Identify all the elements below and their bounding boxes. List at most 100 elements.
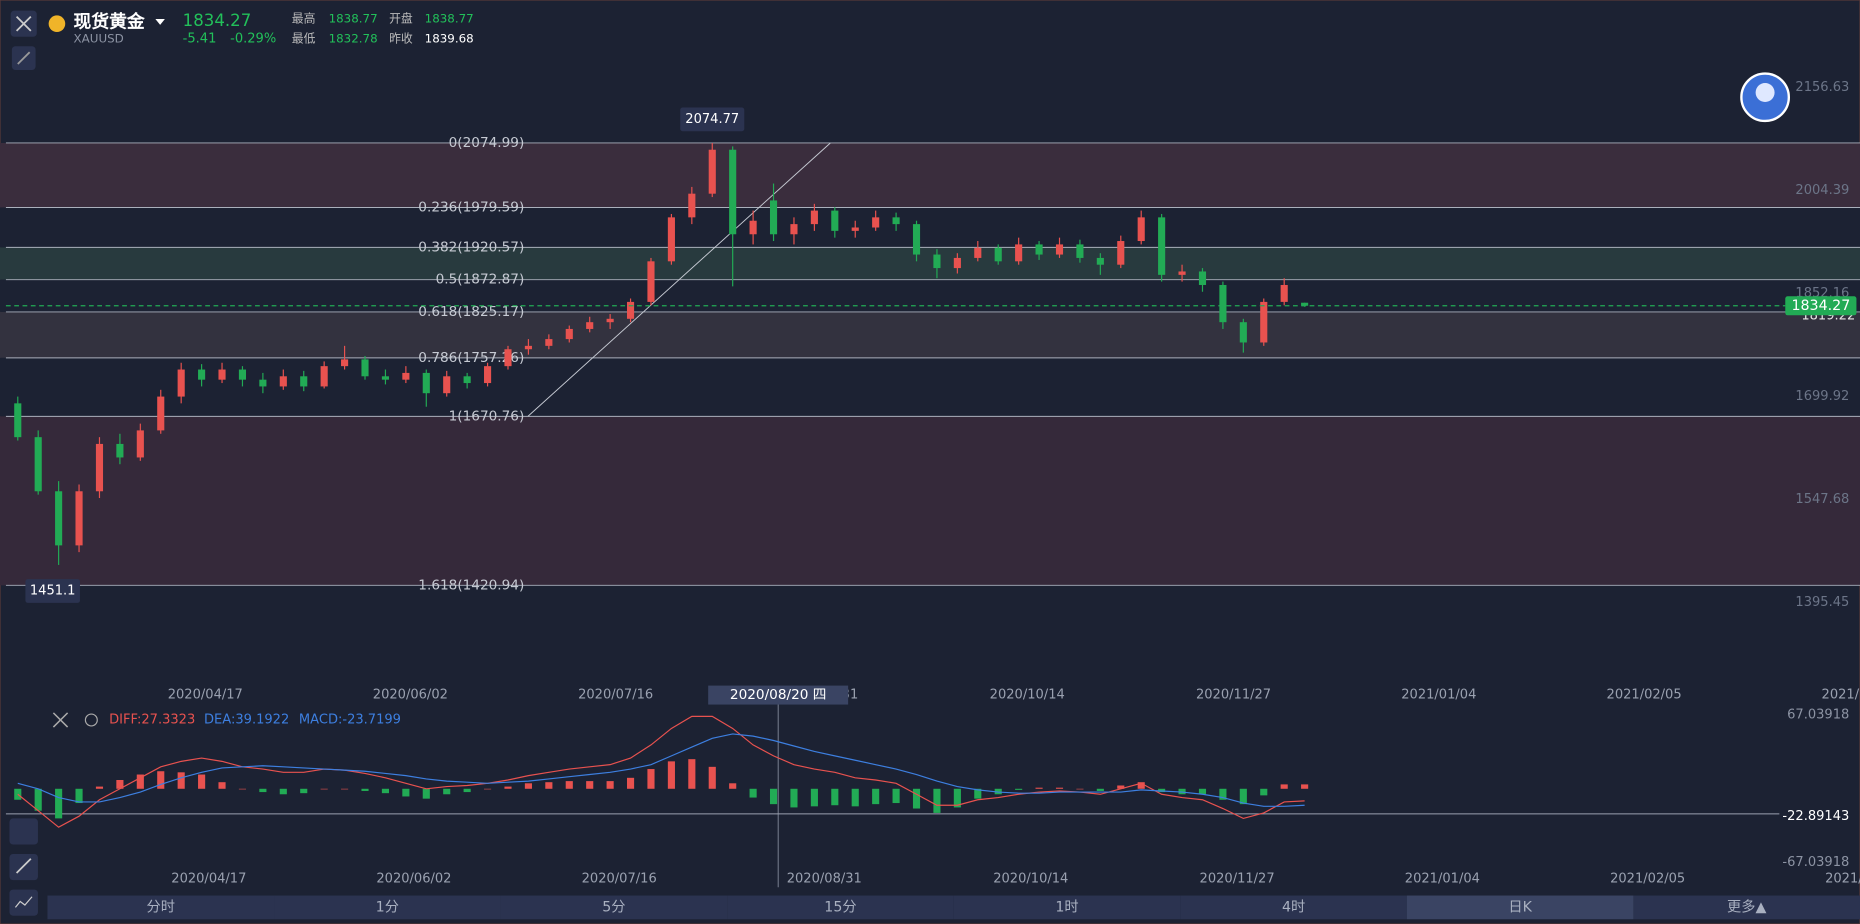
candle-body — [55, 491, 63, 546]
candle-body — [974, 247, 982, 258]
tab[interactable] — [47, 895, 275, 920]
macd-bar — [953, 788, 961, 808]
candle-body — [238, 369, 247, 380]
macd-bar — [1096, 788, 1104, 791]
candle-body — [381, 376, 389, 380]
fib-label: 0.786(1757.26) — [418, 350, 524, 366]
candle-body — [790, 224, 798, 235]
tab[interactable] — [1633, 895, 1860, 920]
candle-body — [606, 318, 614, 323]
instrument-name[interactable]: 现货黄金 — [74, 11, 145, 33]
x-tick-label: 2020/04/17 — [168, 688, 243, 703]
y-tick-label: -67.03918 — [1782, 855, 1849, 870]
tab[interactable] — [1180, 895, 1407, 920]
candle-body — [279, 376, 287, 387]
candle-body — [1280, 284, 1288, 302]
tab-label: 更多▲ — [1727, 898, 1766, 915]
x-tick-label: 2021/0 — [1825, 871, 1860, 886]
dropdown-arrow[interactable] — [155, 18, 165, 25]
toolbar — [9, 10, 1791, 916]
candle-body — [259, 379, 267, 387]
macd-bar — [851, 788, 859, 807]
macd-bar — [1301, 784, 1309, 789]
fib-label: 1(1670.76) — [449, 408, 525, 424]
candle-body — [1035, 244, 1043, 255]
price: 1834.27 — [183, 11, 252, 30]
fib-label: 0.5(1872.87) — [436, 272, 525, 288]
macd-bar — [749, 788, 757, 798]
candle-body — [218, 369, 226, 380]
candle-body — [1117, 241, 1125, 265]
fib-label: 1.618(1420.94) — [418, 577, 524, 593]
legend-entry: MACD:-23.7199 — [299, 712, 401, 727]
y-tick-label: 1547.68 — [1795, 492, 1849, 507]
fib-band — [0, 357, 1860, 417]
macd-bar — [1280, 784, 1288, 789]
candle-body — [1015, 244, 1023, 262]
macd-settings[interactable] — [84, 713, 98, 727]
macd-bar — [626, 777, 635, 789]
macd-bar — [729, 783, 737, 789]
indicator-button[interactable] — [9, 818, 38, 845]
macd-close[interactable] — [52, 712, 69, 728]
fib-band — [0, 142, 1860, 208]
fib-label: 0.236(1979.59) — [418, 199, 524, 215]
fib-trend-line — [527, 142, 831, 417]
x-tick-label: 2020/10/14 — [990, 688, 1065, 703]
macd-bar — [300, 788, 308, 794]
candle-body — [1055, 244, 1064, 255]
macd-bar — [361, 788, 369, 791]
macd-bar — [259, 788, 267, 793]
tab[interactable] — [953, 895, 1181, 920]
candle-body — [1178, 271, 1186, 275]
crosshair-date: 2020/08/20 四 — [730, 687, 827, 703]
stat-value: 1832.78 — [329, 32, 378, 46]
pin-icon — [17, 51, 31, 65]
macd-line — [17, 733, 1305, 807]
macd-bar — [933, 788, 941, 813]
tab[interactable] — [727, 895, 954, 920]
macd-bar — [1035, 787, 1043, 789]
chart-type-button[interactable] — [9, 889, 38, 916]
x-tick-label: 2020/06/02 — [373, 688, 448, 703]
fib-label: 0.618(1825.17) — [418, 304, 524, 320]
tab[interactable] — [1406, 895, 1634, 920]
candle-body — [14, 403, 22, 438]
candle-body — [810, 210, 818, 225]
candle-body — [953, 257, 961, 269]
candle-body — [912, 224, 921, 255]
stat-value: 1839.68 — [425, 32, 474, 46]
candle-body — [586, 322, 594, 329]
macd-bar — [238, 788, 247, 790]
candle-body — [136, 430, 144, 458]
legend-entry: DIFF:27.3323 — [109, 712, 195, 727]
tab[interactable] — [274, 895, 501, 920]
candle-body — [565, 328, 573, 340]
candle-body — [75, 491, 83, 546]
candle-body — [933, 254, 941, 269]
candle-body — [443, 376, 451, 394]
x-tick-label: 2021/01/04 — [1401, 688, 1476, 703]
tab-label: 15分 — [824, 898, 856, 915]
stat-label: 开盘 — [389, 11, 413, 25]
change-pct: -0.29% — [230, 32, 276, 47]
macd-bar — [1239, 788, 1247, 805]
macd-bar — [422, 788, 430, 799]
candle-body — [545, 339, 553, 346]
low-label-box — [25, 579, 80, 603]
stat-label: 昨收 — [389, 32, 413, 46]
macd-bar — [504, 786, 512, 789]
plot-area: 0(2074.99) 0.236(1979.59) 0.382(1920.57) 0.… — [0, 80, 1860, 888]
chart-icon — [14, 896, 33, 908]
candle-body — [177, 369, 185, 397]
candle-body — [320, 366, 328, 387]
macd-bar — [198, 774, 206, 789]
marker-label: -22.89143 — [1782, 809, 1849, 824]
macd-bar — [565, 781, 573, 789]
tab[interactable] — [500, 895, 728, 920]
macd-bar — [14, 788, 22, 800]
y-tick-label: 1395.45 — [1795, 595, 1849, 610]
x-tick-label: 2020/04/17 — [171, 871, 246, 886]
macd-bar — [320, 788, 328, 790]
crosshair-date-box — [708, 685, 849, 705]
